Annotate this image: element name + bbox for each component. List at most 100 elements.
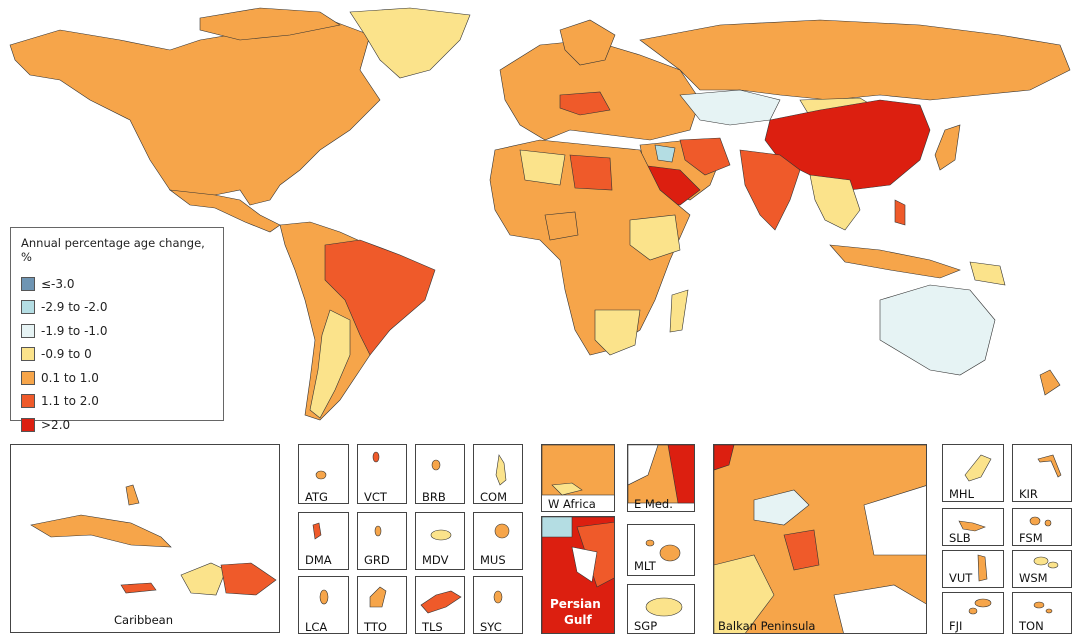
- inset-kir: KIR: [1012, 444, 1072, 502]
- inset-e-med: E Med.: [627, 444, 695, 512]
- region-australia: [879, 284, 996, 376]
- inset-label: SYC: [480, 620, 502, 634]
- inset-mdv: MDV: [415, 512, 465, 570]
- inset-label: TLS: [422, 620, 443, 634]
- inset-persian-gulf: Persian Gulf: [541, 516, 615, 634]
- region-new-zealand: [1039, 369, 1061, 396]
- inset-label: VCT: [364, 490, 387, 504]
- region-libya: [569, 154, 613, 191]
- inset-label: MDV: [422, 553, 449, 567]
- inset-label: SGP: [634, 619, 658, 633]
- region-east-africa: [629, 214, 681, 261]
- world-map-svg: [9, 7, 1071, 421]
- inset-label: Caribbean: [114, 613, 174, 627]
- region-madagascar: [669, 289, 689, 333]
- inset-mlt: MLT: [627, 524, 695, 576]
- legend-item: -0.9 to 0: [21, 343, 213, 367]
- legend-swatch: [21, 417, 35, 432]
- inset-label: E Med.: [634, 497, 673, 511]
- legend-label: 1.1 to 2.0: [41, 394, 99, 409]
- inset-lca: LCA: [298, 576, 349, 634]
- inset-slb: SLB: [942, 508, 1004, 546]
- inset-wsm: WSM: [1012, 550, 1072, 588]
- region-philippines: [894, 199, 906, 226]
- legend-item: >2.0: [21, 413, 213, 437]
- legend-label: 0.1 to 1.0: [41, 370, 99, 385]
- inset-dma: DMA: [298, 512, 349, 570]
- inset-syc: SYC: [473, 576, 523, 634]
- legend-item: ≤-3.0: [21, 272, 213, 296]
- region-algeria: [519, 149, 566, 186]
- inset-label: LCA: [305, 620, 328, 634]
- legend-swatch: [21, 276, 35, 291]
- inset-balkan: Balkan Peninsula: [713, 444, 927, 634]
- inset-label: WSM: [1019, 571, 1048, 585]
- legend-swatch: [21, 323, 35, 338]
- legend-swatch: [21, 300, 35, 315]
- region-argentina: [309, 309, 351, 419]
- inset-grd: GRD: [357, 512, 407, 570]
- legend-item: -1.9 to -1.0: [21, 319, 213, 343]
- legend-label: ≤-3.0: [41, 276, 75, 291]
- inset-label: GRD: [364, 553, 390, 567]
- legend-item: -2.9 to -2.0: [21, 296, 213, 320]
- legend-label: -0.9 to 0: [41, 347, 92, 362]
- inset-label: MUS: [480, 553, 506, 567]
- inset-fsm: FSM: [1012, 508, 1072, 546]
- legend-label: >2.0: [41, 417, 71, 432]
- region-brazil: [324, 239, 436, 356]
- legend-swatch: [21, 370, 35, 385]
- map-legend: Annual percentage age change, % ≤-3.0 -2…: [10, 227, 224, 432]
- inset-label: Balkan Peninsula: [718, 619, 816, 633]
- region-japan: [934, 124, 961, 171]
- inset-fji: FJI: [942, 592, 1004, 634]
- region-russia: [639, 19, 1071, 101]
- inset-tto: TTO: [357, 576, 407, 634]
- region-scandinavia: [559, 19, 616, 66]
- inset-tls: TLS: [415, 576, 465, 634]
- legend-swatch: [21, 394, 35, 409]
- inset-atg: ATG: [298, 444, 349, 504]
- inset-label: SLB: [949, 531, 971, 545]
- inset-label: FJI: [949, 619, 963, 633]
- legend-label: -1.9 to -1.0: [41, 323, 108, 338]
- region-mexico: [168, 189, 281, 233]
- legend-title: Annual percentage age change, %: [21, 236, 205, 264]
- region-north-america: [9, 19, 381, 206]
- inset-label: TON: [1019, 619, 1044, 633]
- inset-vct: VCT: [357, 444, 407, 504]
- inset-com: COM: [473, 444, 523, 504]
- inset-label: Persian: [550, 597, 601, 611]
- region-se-asia: [809, 174, 861, 231]
- region-iraq: [654, 144, 676, 163]
- region-greenland: [349, 7, 471, 79]
- inset-label: ATG: [305, 490, 328, 504]
- legend-item: 0.1 to 1.0: [21, 366, 213, 390]
- inset-caribbean: Caribbean: [10, 444, 280, 633]
- region-nigeria: [544, 211, 579, 241]
- inset-label: KIR: [1019, 487, 1038, 501]
- inset-label: VUT: [949, 571, 973, 585]
- inset-label: DMA: [305, 553, 332, 567]
- region-indonesia: [829, 244, 961, 279]
- inset-vut: VUT: [942, 550, 1004, 588]
- region-kazakhstan: [679, 89, 781, 126]
- inset-label: W Africa: [548, 497, 596, 511]
- inset-w-africa: W Africa: [541, 444, 615, 512]
- region-india: [739, 149, 801, 231]
- inset-ton: TON: [1012, 592, 1072, 634]
- region-southern-africa: [594, 309, 641, 356]
- inset-mus: MUS: [473, 512, 523, 570]
- inset-label: MLT: [634, 559, 656, 573]
- inset-label: TTO: [364, 620, 387, 634]
- inset-label: BRB: [422, 490, 446, 504]
- legend-label: -2.9 to -2.0: [41, 300, 108, 315]
- legend-swatch: [21, 347, 35, 362]
- inset-label: Gulf: [564, 613, 592, 627]
- inset-label: COM: [480, 490, 508, 504]
- inset-brb: BRB: [415, 444, 465, 504]
- region-iran: [679, 137, 731, 176]
- region-canada-islands: [199, 7, 341, 41]
- inset-label: MHL: [949, 487, 974, 501]
